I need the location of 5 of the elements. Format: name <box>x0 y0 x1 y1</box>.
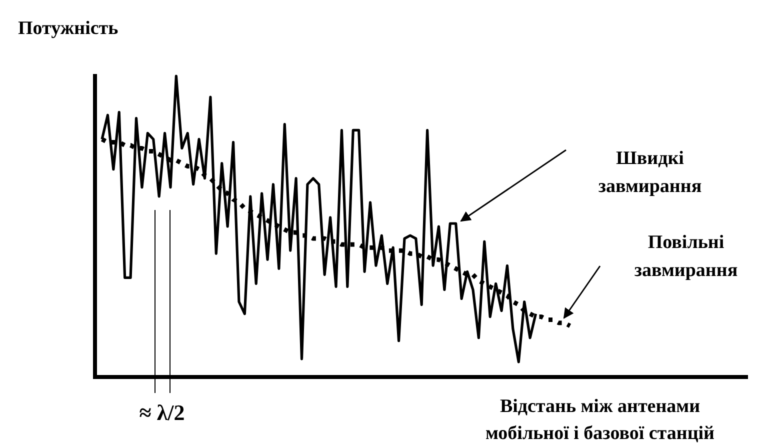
text: ≈ λ/2 <box>139 400 185 425</box>
text: Повільні завмирання <box>634 232 738 281</box>
x-axis-title: Відстань між антенами мобільної і базової станцій <box>485 396 715 444</box>
text: Швидкі завмирання <box>598 148 702 197</box>
y-axis-title: Потужність <box>18 18 118 39</box>
